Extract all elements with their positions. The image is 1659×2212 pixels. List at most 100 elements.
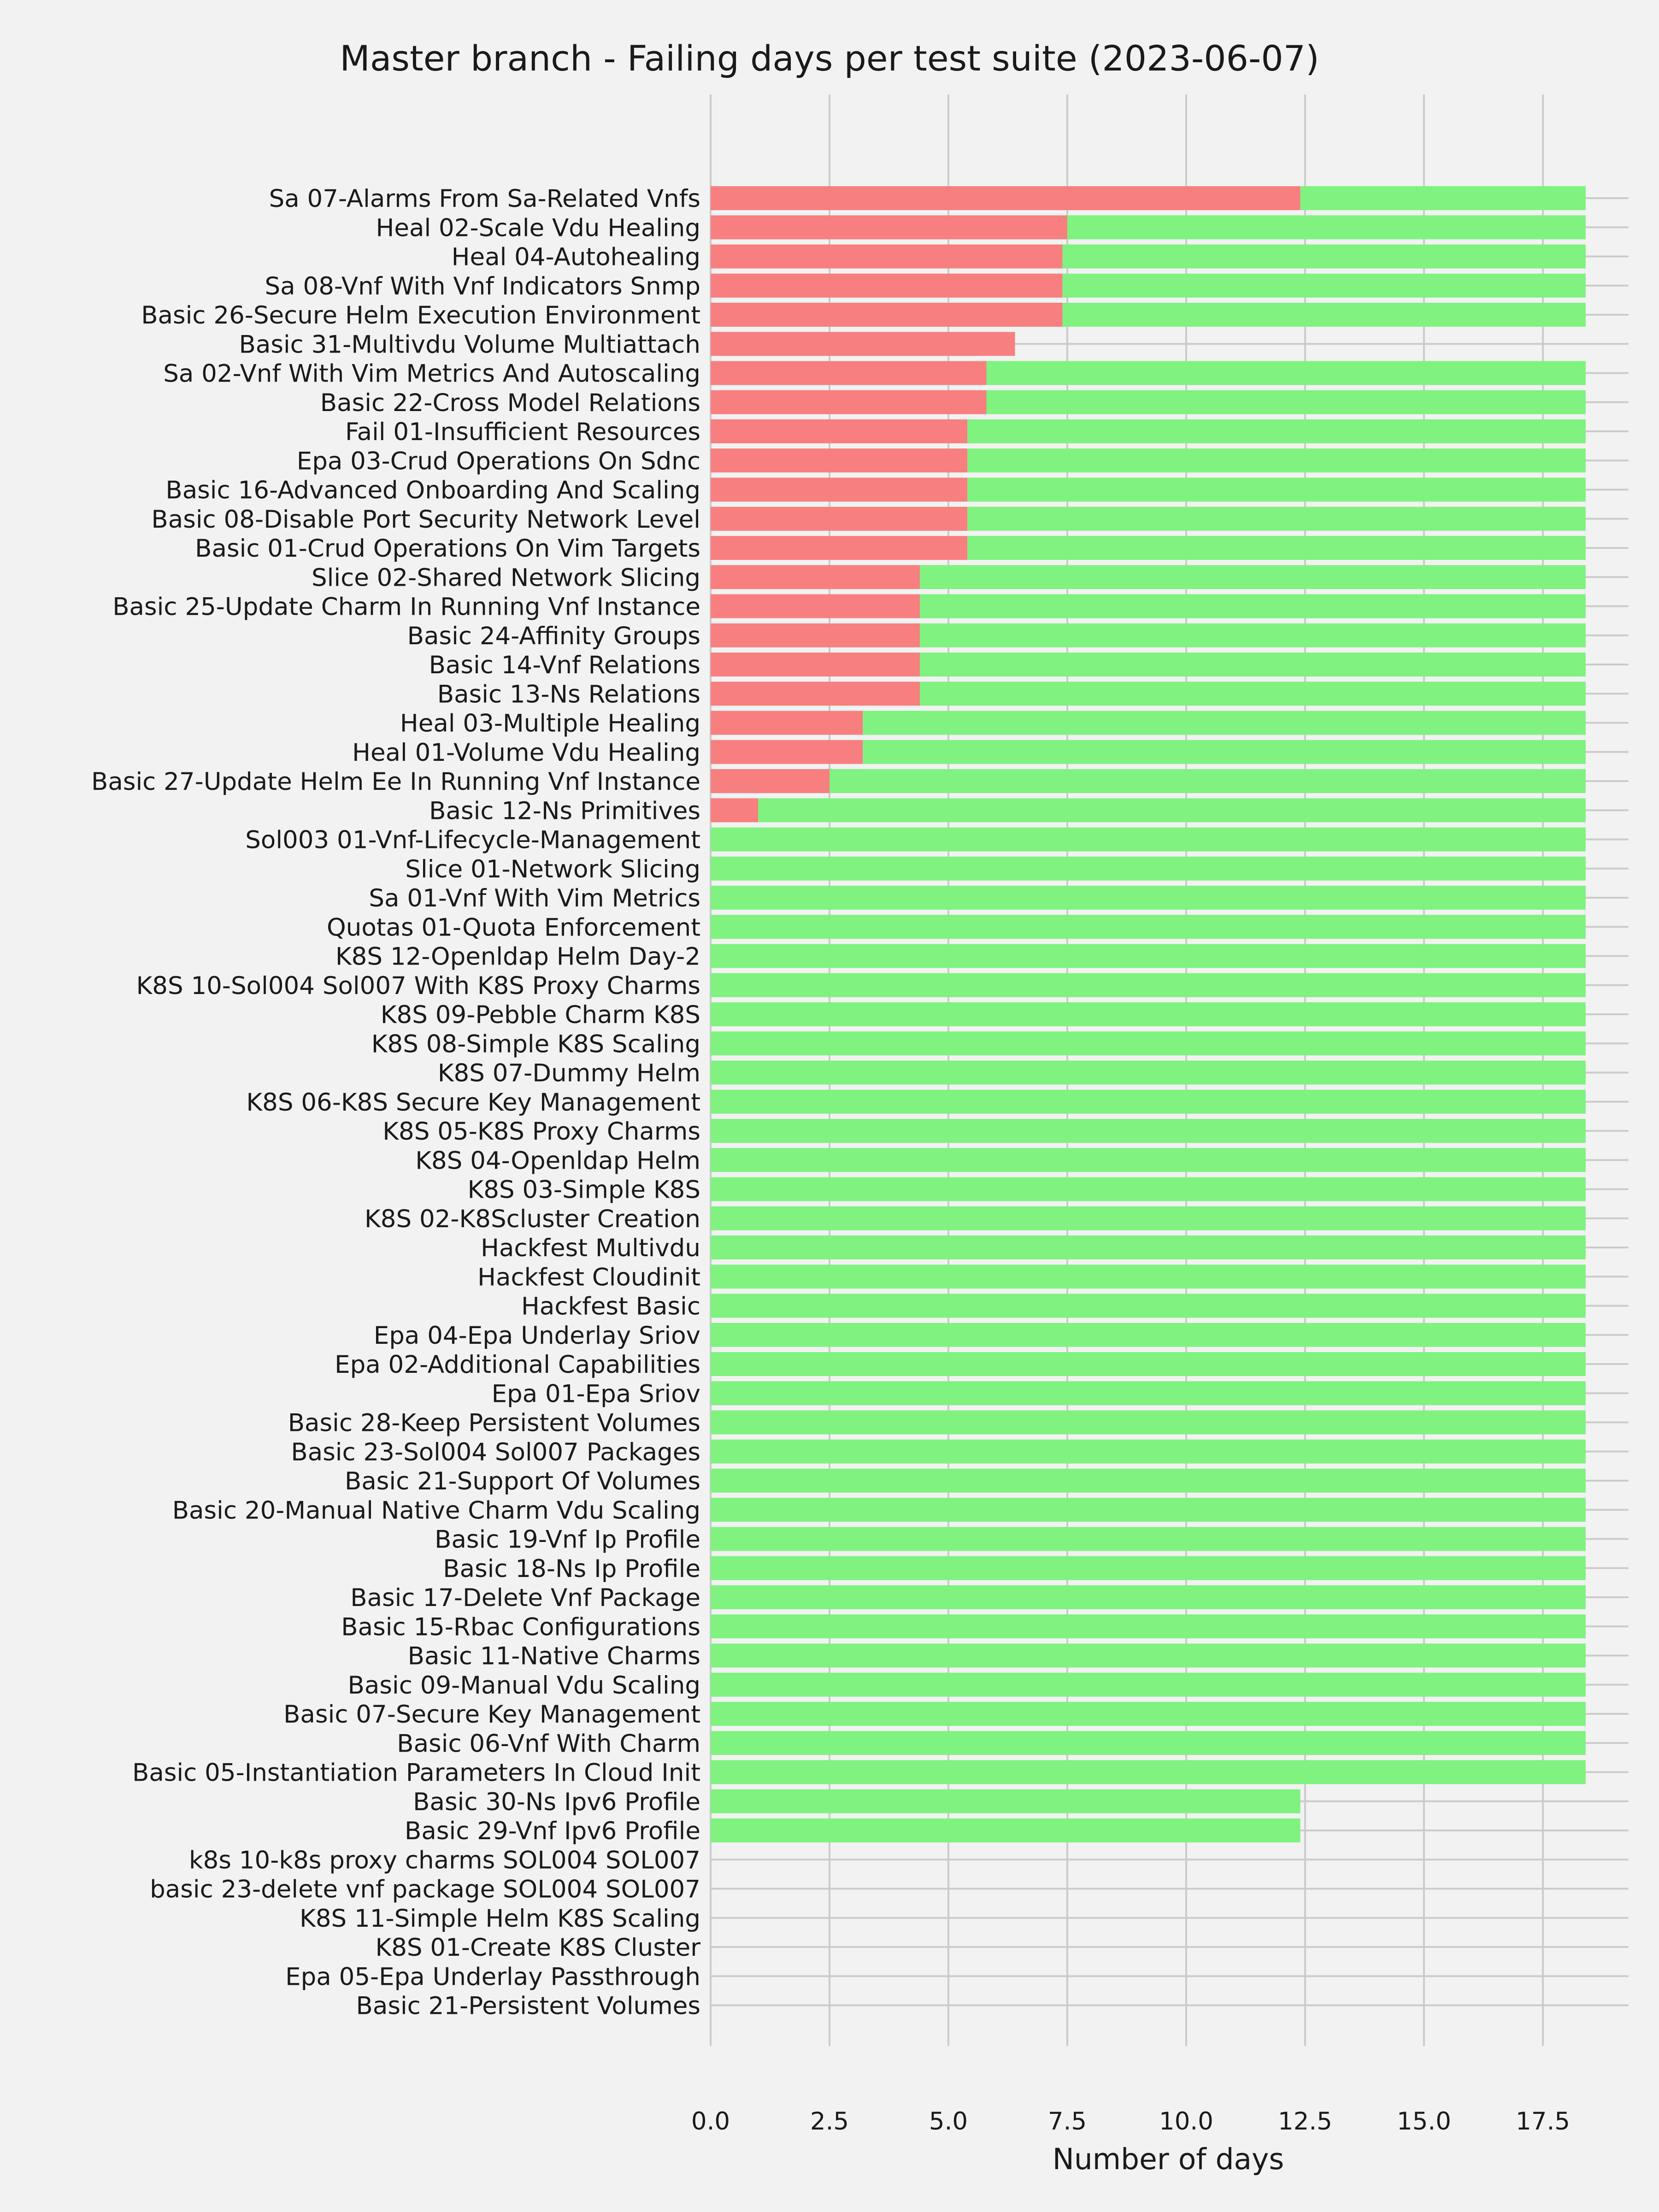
bar-passing	[1062, 273, 1586, 298]
bar-passing	[711, 1760, 1586, 1784]
bar-passing	[1062, 303, 1586, 327]
x-tick-label: 2.5	[810, 2107, 849, 2136]
y-tick-label: Basic 26-Secure Helm Execution Environme…	[141, 301, 700, 329]
bar-failing	[711, 332, 1015, 356]
bar-passing	[758, 798, 1586, 823]
y-tick-label: Hackfest Cloudinit	[477, 1263, 700, 1291]
bar-failing	[711, 711, 863, 735]
y-tick-label: Sol003 01-Vnf-Lifecycle-Management	[245, 826, 700, 854]
bar-passing	[711, 886, 1586, 910]
y-tick-label: Basic 19-Vnf Ip Profile	[435, 1526, 700, 1554]
x-axis-label: Number of days	[1053, 2142, 1284, 2176]
bar-passing	[711, 1527, 1586, 1551]
y-tick-label: Epa 04-Epa Underlay Sriov	[374, 1322, 700, 1350]
y-tick-label: K8S 11-Simple Helm K8S Scaling	[300, 1905, 700, 1933]
y-tick-label: Basic 06-Vnf With Charm	[397, 1730, 700, 1758]
y-tick-label: Basic 08-Disable Port Security Network L…	[151, 506, 700, 534]
y-tick-label: Basic 15-Rbac Configurations	[341, 1613, 700, 1641]
y-tick-label: Basic 11-Native Charms	[408, 1642, 700, 1671]
bar-passing	[711, 1818, 1300, 1842]
y-tick-label: K8S 12-Openldap Helm Day-2	[335, 943, 700, 971]
y-tick-label: Basic 07-Secure Key Management	[283, 1700, 700, 1729]
bar-failing	[711, 273, 1063, 298]
y-tick-label: Heal 04-Autohealing	[452, 243, 700, 271]
y-tick-label: Basic 13-Ns Relations	[437, 680, 700, 708]
bar-failing	[711, 244, 1063, 269]
bar-passing	[920, 565, 1586, 589]
bar-failing	[711, 740, 863, 764]
y-tick-label: Slice 02-Shared Network Slicing	[312, 564, 700, 592]
bar-failing	[711, 448, 968, 473]
bar-passing	[711, 1498, 1586, 1522]
bar-failing	[711, 361, 987, 385]
bar-failing	[711, 536, 968, 560]
bar-failing	[711, 798, 759, 823]
bar-passing	[711, 1235, 1586, 1259]
bar-passing	[711, 1614, 1586, 1639]
x-tick-labels: 0.0 2.5 5.0 7.5 10.0 12.5 15.0 17.5	[691, 2107, 1570, 2136]
bar-passing	[967, 536, 1586, 560]
bar-passing	[711, 973, 1586, 997]
bar-failing	[711, 419, 968, 443]
bar-failing	[711, 653, 920, 677]
bar-passing	[711, 1177, 1586, 1201]
y-tick-label: Basic 20-Manual Native Charm Vdu Scaling	[172, 1496, 700, 1524]
bar-passing	[711, 1060, 1586, 1085]
y-tick-label: Slice 01-Network Slicing	[405, 855, 700, 883]
bar-passing	[711, 1469, 1586, 1493]
y-tick-label: K8S 03-Simple K8S	[468, 1176, 700, 1204]
x-tick-label: 10.0	[1159, 2107, 1213, 2136]
bar-passing	[1062, 244, 1586, 269]
y-tick-label: K8S 01-Create K8S Cluster	[375, 1934, 700, 1962]
y-tick-label: Basic 09-Manual Vdu Scaling	[348, 1671, 700, 1700]
y-tick-label: Epa 01-Epa Sriov	[492, 1380, 700, 1408]
bar-failing	[711, 303, 1063, 327]
y-tick-label: Basic 14-Vnf Relations	[429, 651, 700, 679]
y-tick-label: Basic 21-Persistent Volumes	[356, 1992, 701, 2020]
bar-passing	[986, 361, 1586, 385]
y-tick-label: Sa 08-Vnf With Vnf Indicators Snmp	[265, 272, 701, 300]
bar-passing	[711, 1585, 1586, 1609]
bar-passing	[1300, 186, 1586, 210]
bar-passing	[711, 1410, 1586, 1435]
y-tick-label: Heal 03-Multiple Healing	[400, 710, 700, 738]
y-tick-label: Hackfest Basic	[521, 1293, 700, 1321]
y-tick-label: Basic 01-Crud Operations On Vim Targets	[195, 535, 700, 563]
y-tick-label: Epa 03-Crud Operations On Sdnc	[297, 447, 700, 475]
y-tick-label: basic 23-delete vnf package SOL004 SOL00…	[150, 1876, 700, 1904]
y-tick-label: Basic 29-Vnf Ipv6 Profile	[405, 1817, 700, 1845]
y-tick-label: Basic 24-Affinity Groups	[407, 622, 700, 650]
bar-passing	[711, 1672, 1586, 1697]
y-tick-label: K8S 08-Simple K8S Scaling	[371, 1030, 700, 1058]
bar-passing	[711, 944, 1586, 968]
bar-failing	[711, 477, 968, 502]
bar-failing	[711, 506, 968, 531]
bar-passing	[967, 506, 1586, 531]
bar-failing	[711, 623, 920, 647]
bar-passing	[711, 1352, 1586, 1376]
bar-passing	[920, 653, 1586, 677]
bar-passing	[863, 740, 1586, 764]
bar-passing	[711, 1089, 1586, 1114]
x-tick-label: 5.0	[929, 2107, 968, 2136]
y-tick-label: Basic 18-Ns Ip Profile	[443, 1555, 700, 1583]
x-tick-label: 15.0	[1397, 2107, 1451, 2136]
y-tick-label: K8S 02-K8Scluster Creation	[365, 1205, 700, 1233]
y-tick-label: Fail 01-Insufficient Resources	[345, 418, 700, 446]
bar-failing	[711, 186, 1300, 210]
bar-failing	[711, 565, 920, 589]
y-tick-label: Basic 25-Update Charm In Running Vnf Ins…	[112, 593, 700, 621]
bar-failing	[711, 594, 920, 618]
y-tick-label: Basic 31-Multivdu Volume Multiattach	[239, 330, 701, 359]
y-tick-label: Basic 22-Cross Model Relations	[320, 389, 700, 417]
y-tick-label: Sa 01-Vnf With Vim Metrics	[369, 884, 700, 912]
y-tick-label: K8S 10-Sol004 Sol007 With K8S Proxy Char…	[136, 972, 701, 1000]
bar-passing	[920, 594, 1586, 618]
y-tick-label: Basic 23-Sol004 Sol007 Packages	[291, 1438, 700, 1466]
bar-passing	[711, 1381, 1586, 1406]
bar-passing	[1067, 215, 1586, 240]
bar-passing	[711, 1643, 1586, 1668]
y-tick-label: Sa 02-Vnf With Vim Metrics And Autoscali…	[163, 360, 700, 388]
bar-failing	[711, 769, 830, 793]
y-tick-label: Basic 27-Update Helm Ee In Running Vnf I…	[91, 768, 700, 796]
